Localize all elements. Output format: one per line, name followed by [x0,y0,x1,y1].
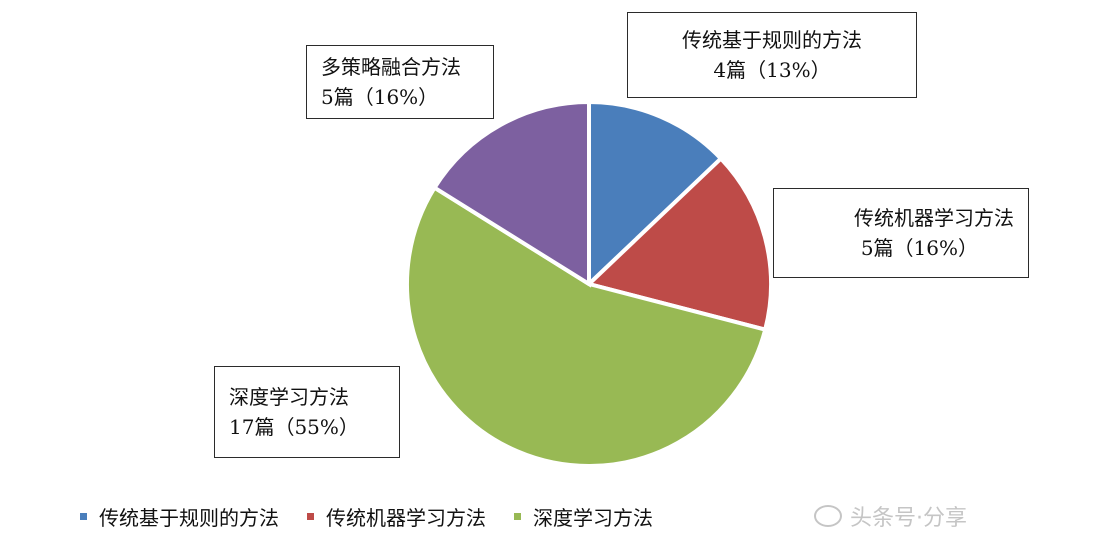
pie-slice-multi-strategy [431,99,591,288]
legend-label: 传统基于规则的方法 [99,505,279,530]
legend-swatch [80,512,87,520]
pie-slice-deep-learning [405,184,768,468]
callout-label: 深度学习方法 [229,385,349,409]
legend-item-deep-learning[interactable]: 深度学习方法 [514,502,653,531]
callout-deep-learning: 深度学习方法 17篇（55%） [214,366,400,458]
callout-count: 5篇（16%） [860,236,978,260]
callout-multi-strategy: 多策略融合方法 5篇（16%） [306,45,494,119]
watermark: 头条号·分享 [814,498,967,534]
callout-machine-learning: 传统机器学习方法 5篇（16%） [773,188,1029,278]
legend-item-machine-learning[interactable]: 传统机器学习方法 [307,502,486,531]
callout-rule-based: 传统基于规则的方法 4篇（13%） [627,12,917,98]
callout-count: 4篇（13%） [713,58,831,82]
callout-label: 传统机器学习方法 [854,206,1014,230]
watermark-logo-icon [814,505,842,527]
legend-item-rule-based[interactable]: 传统基于规则的方法 [80,502,279,531]
callout-label: 多策略融合方法 [321,55,461,79]
pie-slice-machine-learning [585,155,773,333]
legend: 传统基于规则的方法 传统机器学习方法 深度学习方法 [80,496,1080,536]
pie-slice-rule-based [587,99,724,289]
legend-swatch [514,512,521,520]
callout-label: 传统基于规则的方法 [682,28,862,52]
callout-count: 17篇（55%） [229,415,359,439]
legend-label: 传统机器学习方法 [326,505,486,530]
legend-swatch [307,512,314,520]
legend-label: 深度学习方法 [533,505,653,530]
callout-count: 5篇（16%） [321,85,439,109]
watermark-text: 头条号·分享 [850,506,967,531]
